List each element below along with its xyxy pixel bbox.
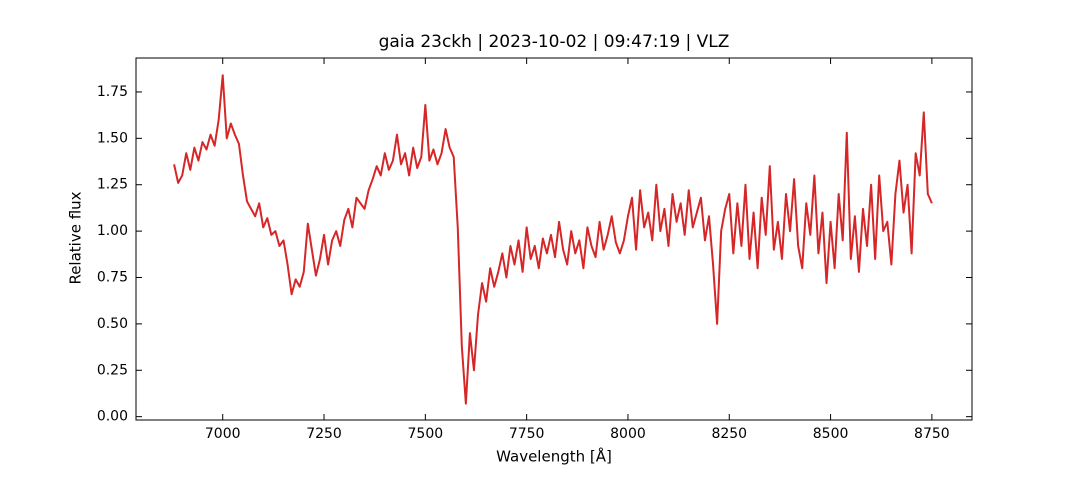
y-tick-label: 1.75 bbox=[97, 84, 128, 100]
y-tick-label: 1.00 bbox=[97, 223, 128, 239]
x-tick-label: 7750 bbox=[509, 426, 545, 442]
x-tick-label: 7250 bbox=[306, 426, 342, 442]
y-tick-label: 0.00 bbox=[97, 409, 128, 425]
x-tick-label: 7500 bbox=[408, 426, 444, 442]
spectrum-line bbox=[173, 74, 933, 405]
y-tick-label: 0.75 bbox=[97, 270, 128, 286]
y-tick-label: 1.25 bbox=[97, 177, 128, 193]
x-axis-label: Wavelength [Å] bbox=[496, 447, 612, 466]
x-tick-label: 8000 bbox=[610, 426, 646, 442]
x-tick-label: 8750 bbox=[914, 426, 950, 442]
y-tick-label: 0.25 bbox=[97, 362, 128, 378]
x-tick-label: 8500 bbox=[813, 426, 849, 442]
y-axis-label: Relative flux bbox=[67, 191, 85, 284]
y-tick-label: 0.50 bbox=[97, 316, 128, 332]
chart-title: gaia 23ckh | 2023-10-02 | 09:47:19 | VLZ bbox=[379, 32, 730, 52]
x-tick-label: 7000 bbox=[205, 426, 241, 442]
y-tick-label: 1.50 bbox=[97, 130, 128, 146]
x-tick-label: 8250 bbox=[711, 426, 747, 442]
plot-frame bbox=[135, 57, 973, 421]
